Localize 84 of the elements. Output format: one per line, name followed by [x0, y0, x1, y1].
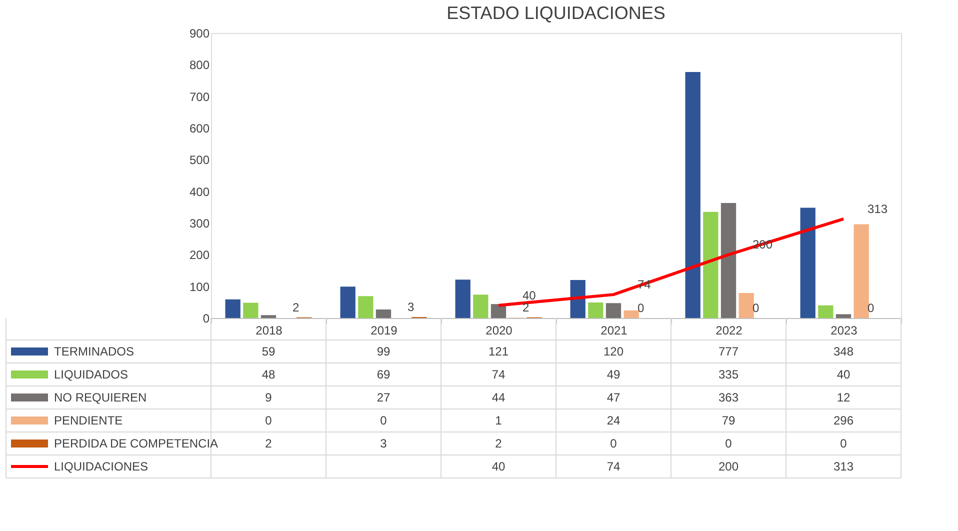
x-tick-label: 2023	[830, 324, 858, 338]
bar	[836, 314, 852, 318]
bar	[606, 303, 622, 318]
bar	[455, 280, 470, 318]
data-label: 69	[376, 368, 390, 382]
legend-label: TERMINADOS	[54, 344, 134, 358]
y-tick-label: 300	[189, 216, 210, 230]
data-label: 0	[840, 436, 848, 450]
data-label: 0	[725, 436, 732, 450]
data-label: 777	[718, 344, 739, 358]
data-label: 120	[603, 344, 624, 358]
bar	[570, 280, 586, 318]
data-label: 3	[380, 436, 388, 450]
y-tick-label: 100	[189, 280, 210, 294]
data-label: 121	[488, 344, 509, 358]
x-tick-label: 2018	[256, 324, 283, 338]
data-label: 9	[265, 390, 272, 404]
bar	[588, 302, 604, 318]
annotation: 3	[408, 300, 414, 314]
bar	[685, 72, 700, 318]
bar	[800, 208, 816, 318]
bar	[473, 294, 488, 318]
bar	[624, 310, 639, 318]
data-label: 363	[718, 390, 739, 404]
data-label: 335	[718, 368, 739, 382]
data-label: 79	[722, 414, 736, 428]
data-label: 313	[833, 460, 854, 474]
data-label: 44	[492, 390, 506, 404]
bar	[225, 299, 240, 318]
data-label: 12	[836, 390, 850, 404]
bar	[340, 286, 356, 318]
data-label: 0	[380, 414, 388, 428]
y-tick-label: 900	[189, 26, 210, 40]
data-label: 27	[376, 390, 390, 404]
y-tick-label: 700	[189, 90, 210, 104]
bar	[703, 212, 718, 318]
bar	[358, 296, 374, 318]
legend-label: NO REQUIEREN	[54, 390, 147, 404]
bar	[260, 315, 276, 318]
data-label: 74	[492, 368, 506, 382]
data-label: 24	[606, 414, 620, 428]
legend-label: PERDIDA DE COMPETENCIA	[54, 436, 218, 450]
data-label: 296	[833, 414, 854, 428]
bar	[738, 292, 754, 318]
x-tick-label: 2021	[600, 324, 628, 338]
data-label: 59	[262, 344, 276, 358]
data-label: 49	[606, 368, 620, 382]
bar	[818, 305, 834, 318]
bar	[243, 302, 258, 318]
y-tick-label: 500	[189, 153, 210, 168]
bar	[720, 203, 736, 318]
data-label: 40	[836, 368, 850, 382]
data-label: 2	[495, 436, 502, 450]
annotation: 0	[638, 301, 644, 315]
y-tick-label: 400	[189, 184, 210, 199]
x-tick-label: 2022	[716, 324, 743, 338]
bar	[854, 224, 869, 318]
legend-label: LIQUIDADOS	[54, 368, 128, 382]
bar	[376, 309, 392, 318]
x-tick-label: 2020	[486, 324, 513, 338]
data-label: 0	[610, 436, 618, 450]
bar	[490, 304, 506, 318]
y-tick-label: 800	[189, 58, 210, 72]
data-label: 40	[492, 460, 506, 474]
data-label: 2	[265, 436, 272, 450]
legend-label: LIQUIDACIONES	[54, 460, 148, 474]
data-label: 1	[495, 414, 502, 428]
data-label: 0	[265, 414, 272, 428]
annotation: 313	[868, 202, 888, 216]
x-tick-label: 2019	[370, 324, 398, 338]
y-tick-label: 200	[189, 248, 210, 262]
annotation: 2	[522, 300, 530, 314]
chart-title: ESTADO LIQUIDACIONES	[446, 3, 666, 23]
data-label: 74	[606, 460, 620, 474]
annotation: 2	[292, 300, 300, 314]
data-label: 200	[718, 460, 739, 474]
y-tick-label: 0	[202, 312, 210, 326]
legend-label: PENDIENTE	[54, 414, 123, 428]
data-label: 47	[606, 390, 620, 404]
data-label: 48	[262, 368, 276, 382]
y-tick-label: 600	[189, 122, 210, 136]
data-label: 99	[376, 344, 390, 358]
annotation: 40	[522, 288, 536, 302]
data-label: 348	[833, 344, 854, 358]
